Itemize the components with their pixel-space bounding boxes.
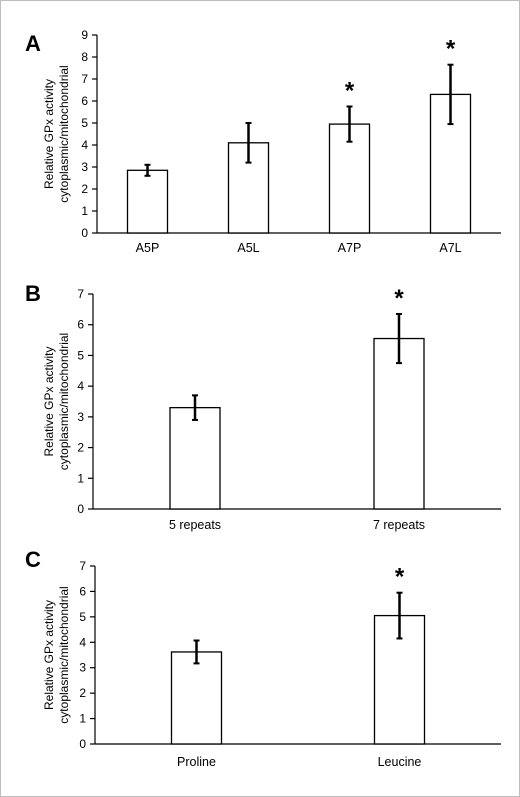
y-tick-label: 7 (81, 72, 88, 86)
y-tick-label: 6 (77, 318, 84, 332)
y-axis-label: Relative GPx activitycytoplasmic/mitocho… (42, 586, 71, 723)
panel-letter: C (25, 547, 41, 572)
y-tick-label: 1 (79, 712, 86, 726)
bar-5-repeats (169, 406, 221, 510)
y-tick-label: 6 (79, 584, 86, 598)
y-tick-label: 2 (81, 182, 88, 196)
y-axis-label-line: cytoplasmic/mitochondrial (57, 65, 71, 202)
y-tick-label: 7 (77, 287, 84, 301)
x-category-label: 5 repeats (169, 518, 221, 532)
significance-star: * (446, 36, 456, 63)
y-tick-label: 3 (81, 160, 88, 174)
y-axis-label-line: Relative GPx activity (42, 346, 56, 456)
x-category-label: A5L (237, 241, 259, 255)
y-tick-label: 9 (81, 28, 88, 42)
bar-a5p (126, 169, 169, 234)
chart-panel-a: A 0 1 2 3 4 5 6 7 8 9 Relative GPx activitycytoplas… (25, 28, 501, 255)
y-tick-label: 1 (77, 471, 84, 485)
y-tick-label: 2 (77, 441, 84, 455)
y-axis-label-line: cytoplasmic/mitochondrial (57, 586, 71, 723)
significance-star: * (395, 564, 405, 591)
y-axis-label-line: cytoplasmic/mitochondrial (57, 333, 71, 470)
y-tick-label: 1 (81, 204, 88, 218)
y-tick-label: 4 (81, 138, 88, 152)
y-tick-label: 5 (79, 610, 86, 624)
y-axis-label: Relative GPx activitycytoplasmic/mitocho… (42, 333, 71, 470)
y-tick-label: 0 (79, 737, 86, 751)
x-category-label: 7 repeats (373, 518, 425, 532)
x-category-label: Proline (177, 755, 216, 769)
y-tick-label: 0 (77, 502, 84, 516)
panel-letter: A (25, 31, 41, 56)
y-tick-label: 4 (79, 635, 86, 649)
y-axis-label: Relative GPx activitycytoplasmic/mitocho… (42, 65, 71, 202)
y-tick-label: 7 (79, 559, 86, 573)
y-tick-label: 5 (81, 116, 88, 130)
bar-proline (170, 651, 223, 745)
y-tick-label: 5 (77, 348, 84, 362)
y-tick-label: 6 (81, 94, 88, 108)
y-tick-label: 3 (79, 661, 86, 675)
chart-panel-c: C 0 1 2 3 4 5 6 7 Relative GPx activitycytoplasmi… (25, 547, 501, 769)
y-tick-label: 8 (81, 50, 88, 64)
y-tick-label: 4 (77, 379, 84, 393)
x-category-label: A5P (136, 241, 160, 255)
y-tick-label: 2 (79, 686, 86, 700)
x-category-label: Leucine (378, 755, 422, 769)
x-category-label: A7L (439, 241, 461, 255)
panel-letter: B (25, 281, 41, 306)
y-tick-label: 3 (77, 410, 84, 424)
significance-star: * (345, 78, 355, 105)
chart-panel-b: B 0 1 2 3 4 5 6 7 Relative GPx activitycytoplasmi… (25, 281, 501, 532)
y-tick-label: 0 (81, 226, 88, 240)
x-category-label: A7P (338, 241, 362, 255)
significance-star: * (394, 285, 404, 312)
y-axis-label-line: Relative GPx activity (42, 79, 56, 189)
y-axis-label-line: Relative GPx activity (42, 600, 56, 710)
bar-7-repeats (373, 337, 425, 510)
